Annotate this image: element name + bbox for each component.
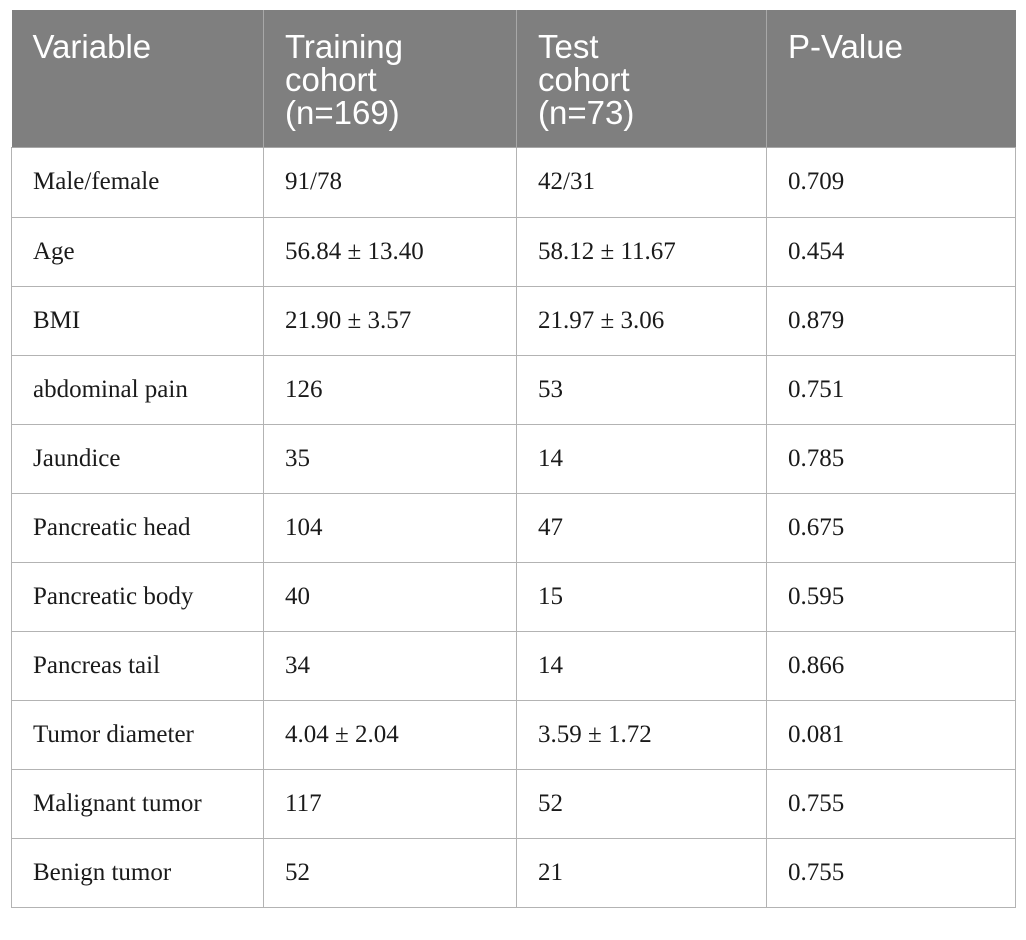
table-row: Pancreatic head 104 47 0.675: [11, 492, 1016, 563]
cell-test: 21: [516, 837, 767, 908]
table-row: abdominal pain 126 53 0.751: [11, 354, 1016, 425]
cell-training: 34: [263, 630, 517, 701]
cell-test: 53: [516, 354, 767, 425]
cell-test: 52: [516, 768, 767, 839]
cell-test: 14: [516, 423, 767, 494]
header-test-line-2: cohort: [538, 61, 630, 98]
cell-p-value: 0.879: [766, 285, 1016, 356]
cohort-comparison-table: Variable Training cohort (n=169) Test co…: [11, 10, 1016, 908]
header-variable-line: Variable: [32, 28, 152, 65]
cell-training: 4.04 ± 2.04: [263, 699, 517, 770]
cell-test: 21.97 ± 3.06: [516, 285, 767, 356]
table-header: Variable Training cohort (n=169) Test co…: [11, 10, 1016, 148]
header-variable: Variable: [11, 10, 264, 148]
cell-test: 15: [516, 561, 767, 632]
cell-variable: BMI: [11, 285, 264, 356]
cell-training: 117: [263, 768, 517, 839]
header-p-value-line: P-Value: [788, 28, 903, 65]
header-test-line-1: Test: [538, 28, 599, 65]
cell-training: 91/78: [263, 146, 517, 218]
cell-variable: Tumor diameter: [11, 699, 264, 770]
cell-variable: Pancreatic body: [11, 561, 264, 632]
header-training-line-3: (n=169): [285, 94, 400, 131]
cell-variable: Malignant tumor: [11, 768, 264, 839]
cell-variable: Age: [11, 216, 264, 287]
cell-test: 58.12 ± 11.67: [516, 216, 767, 287]
header-training-line-1: Training: [285, 28, 403, 65]
cohort-comparison-table-container: Variable Training cohort (n=169) Test co…: [11, 10, 1016, 908]
cell-training: 104: [263, 492, 517, 563]
cell-p-value: 0.675: [766, 492, 1016, 563]
cell-test: 14: [516, 630, 767, 701]
cell-test: 3.59 ± 1.72: [516, 699, 767, 770]
cell-variable: Jaundice: [11, 423, 264, 494]
cell-variable: Pancreatic head: [11, 492, 264, 563]
table-row: Tumor diameter 4.04 ± 2.04 3.59 ± 1.72 0…: [11, 699, 1016, 770]
table-row: Jaundice 35 14 0.785: [11, 423, 1016, 494]
cell-p-value: 0.785: [766, 423, 1016, 494]
cell-training: 35: [263, 423, 517, 494]
cell-p-value: 0.709: [766, 146, 1016, 218]
table-body: Male/female 91/78 42/31 0.709 Age 56.84 …: [11, 146, 1016, 908]
cell-p-value: 0.751: [766, 354, 1016, 425]
table-row: Benign tumor 52 21 0.755: [11, 837, 1016, 908]
cell-test: 47: [516, 492, 767, 563]
header-test-line-3: (n=73): [538, 94, 635, 131]
cell-test: 42/31: [516, 146, 767, 218]
cell-variable: Male/female: [11, 146, 264, 218]
cell-variable: abdominal pain: [11, 354, 264, 425]
cell-variable: Pancreas tail: [11, 630, 264, 701]
header-training-cohort: Training cohort (n=169): [263, 10, 517, 148]
cell-training: 21.90 ± 3.57: [263, 285, 517, 356]
cell-p-value: 0.866: [766, 630, 1016, 701]
cell-p-value: 0.755: [766, 768, 1016, 839]
table-row: Age 56.84 ± 13.40 58.12 ± 11.67 0.454: [11, 216, 1016, 287]
header-training-line-2: cohort: [285, 61, 377, 98]
cell-training: 52: [263, 837, 517, 908]
cell-p-value: 0.595: [766, 561, 1016, 632]
header-p-value: P-Value: [766, 10, 1016, 148]
cell-p-value: 0.454: [766, 216, 1016, 287]
table-row: BMI 21.90 ± 3.57 21.97 ± 3.06 0.879: [11, 285, 1016, 356]
cell-training: 40: [263, 561, 517, 632]
table-row: Malignant tumor 117 52 0.755: [11, 768, 1016, 839]
header-row: Variable Training cohort (n=169) Test co…: [11, 10, 1016, 148]
table-row: Pancreatic body 40 15 0.595: [11, 561, 1016, 632]
header-test-cohort: Test cohort (n=73): [516, 10, 767, 148]
table-row: Male/female 91/78 42/31 0.709: [11, 146, 1016, 218]
cell-p-value: 0.755: [766, 837, 1016, 908]
cell-variable: Benign tumor: [11, 837, 264, 908]
table-row: Pancreas tail 34 14 0.866: [11, 630, 1016, 701]
cell-p-value: 0.081: [766, 699, 1016, 770]
cell-training: 126: [263, 354, 517, 425]
cell-training: 56.84 ± 13.40: [263, 216, 517, 287]
